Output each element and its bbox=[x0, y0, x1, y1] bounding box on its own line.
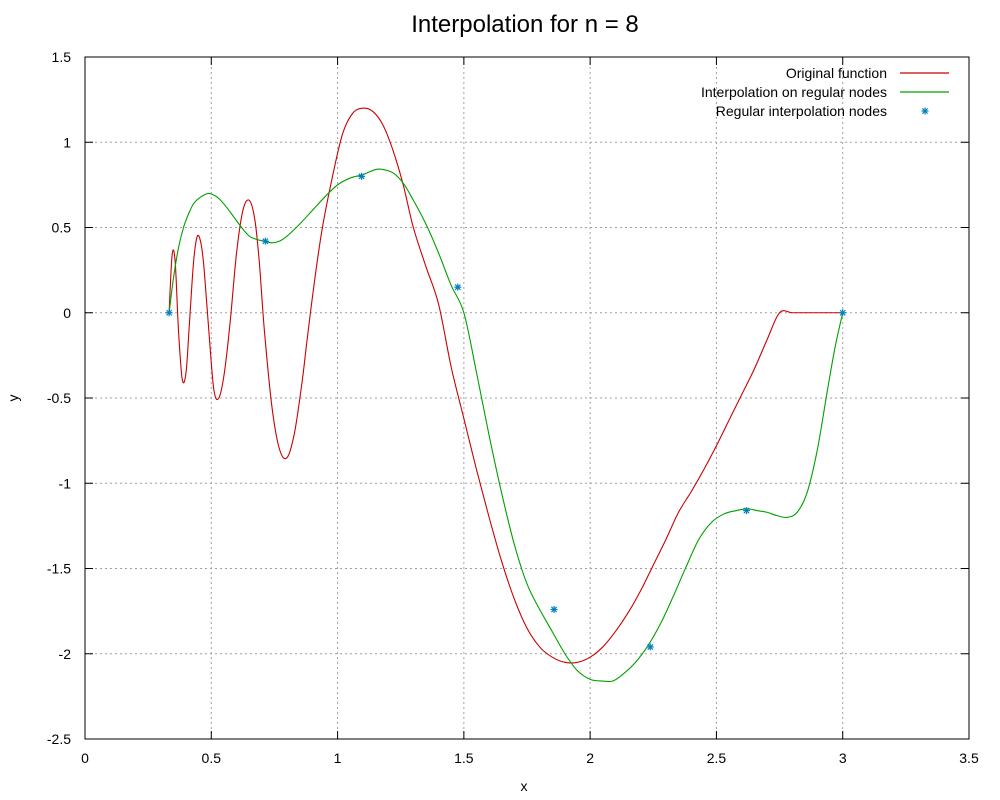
y-tick-label: -1.5 bbox=[47, 561, 71, 577]
x-tick-label: 3.5 bbox=[959, 750, 979, 766]
y-tick-label: 1 bbox=[63, 134, 71, 150]
legend-label-interpolation: Interpolation on regular nodes bbox=[701, 84, 887, 100]
y-tick-label: 0 bbox=[63, 305, 71, 321]
x-axis-ticks: 0 0.5 1 1.5 2 2.5 3 3.5 bbox=[81, 57, 979, 766]
x-tick-label: 0.5 bbox=[202, 750, 222, 766]
x-tick-label: 3 bbox=[839, 750, 847, 766]
star-stroke bbox=[839, 309, 846, 316]
chart-title: Interpolation for n = 8 bbox=[411, 11, 638, 38]
x-tick-label: 0 bbox=[81, 750, 89, 766]
x-tick-label: 1 bbox=[334, 750, 342, 766]
interpolation-node-point bbox=[165, 309, 173, 317]
legend-swatch-nodes bbox=[921, 107, 929, 115]
series-regular-interpolation-nodes bbox=[165, 172, 847, 651]
y-tick-label: 1.5 bbox=[52, 49, 72, 65]
star-stroke bbox=[358, 173, 365, 180]
y-tick-label: -0.5 bbox=[47, 390, 71, 406]
series-original-function-line bbox=[168, 107, 843, 664]
interpolation-node-point bbox=[646, 643, 654, 651]
legend-star-marker bbox=[921, 107, 929, 115]
x-tick-label: 2.5 bbox=[707, 750, 727, 766]
interpolation-node-point bbox=[839, 309, 847, 317]
interpolation-node-point bbox=[358, 172, 366, 180]
series-interpolation-line bbox=[168, 168, 844, 683]
series-layer bbox=[165, 107, 847, 683]
x-tick-label: 2 bbox=[586, 750, 594, 766]
y-tick-label: 0.5 bbox=[52, 220, 72, 236]
interpolation-node-point bbox=[454, 283, 462, 291]
interpolation-node-point bbox=[742, 507, 750, 515]
star-stroke bbox=[921, 107, 929, 115]
legend-label-original-function: Original function bbox=[786, 65, 887, 81]
y-axis-label: y bbox=[5, 395, 21, 402]
grid-lines bbox=[85, 57, 969, 739]
legend-label-nodes: Regular interpolation nodes bbox=[716, 103, 887, 119]
star-stroke bbox=[550, 606, 558, 613]
star-stroke bbox=[454, 284, 461, 291]
star-stroke bbox=[262, 238, 269, 245]
y-tick-label: -1 bbox=[59, 475, 72, 491]
y-tick-label: -2 bbox=[59, 646, 72, 662]
y-axis-ticks: -2.5 -2 -1.5 -1 -0.5 0 0.5 1 1.5 bbox=[47, 49, 969, 747]
y-tick-label: -2.5 bbox=[47, 731, 71, 747]
star-stroke bbox=[647, 643, 654, 650]
x-axis-label: x bbox=[521, 778, 528, 794]
legend: Original function Interpolation on regul… bbox=[701, 65, 949, 119]
x-tick-label: 1.5 bbox=[454, 750, 474, 766]
interpolation-node-point bbox=[550, 605, 558, 613]
interpolation-node-point bbox=[261, 237, 269, 245]
star-stroke bbox=[166, 309, 173, 316]
star-stroke bbox=[743, 507, 750, 514]
